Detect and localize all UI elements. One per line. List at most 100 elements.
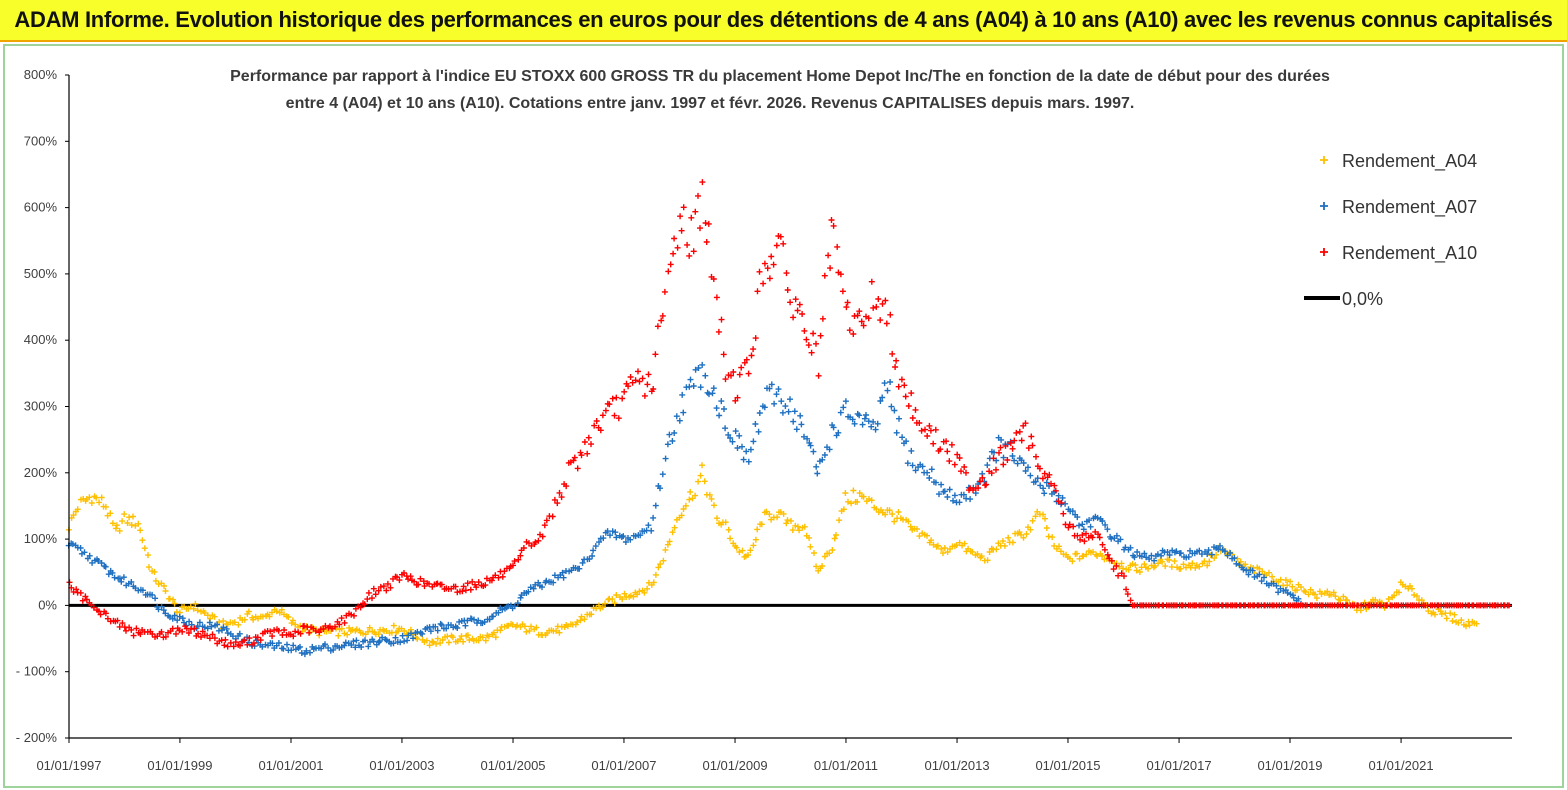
point-a04 xyxy=(1298,584,1304,591)
point-a04 xyxy=(1466,622,1473,629)
point-a04 xyxy=(135,520,142,527)
point-a04 xyxy=(266,613,273,620)
point-a10 xyxy=(473,584,480,591)
point-a04 xyxy=(784,517,791,524)
point-a07 xyxy=(1079,521,1086,528)
point-a10 xyxy=(930,440,937,447)
point-a04 xyxy=(1040,511,1046,518)
point-a04 xyxy=(151,568,158,575)
point-a04 xyxy=(891,518,898,525)
point-a07 xyxy=(174,617,181,624)
point-a07 xyxy=(352,644,359,651)
point-a07 xyxy=(686,383,693,390)
point-a04 xyxy=(928,537,935,544)
point-a07 xyxy=(118,578,125,585)
point-a10 xyxy=(854,312,861,319)
y-tick-label: 500% xyxy=(24,266,58,281)
point-a10 xyxy=(495,574,502,581)
point-a07 xyxy=(679,391,686,398)
point-a10 xyxy=(578,452,585,459)
point-a10 xyxy=(1016,428,1023,435)
point-a07 xyxy=(671,430,678,436)
point-a04 xyxy=(475,637,482,644)
point-a07 xyxy=(579,559,586,566)
point-a07 xyxy=(669,438,676,444)
point-a07 xyxy=(1261,574,1267,581)
point-a07 xyxy=(539,584,545,591)
point-a10 xyxy=(609,395,616,402)
point-a04 xyxy=(1056,543,1062,550)
point-a07 xyxy=(722,425,729,432)
point-a10 xyxy=(558,494,565,501)
point-a07 xyxy=(77,545,84,551)
point-a10 xyxy=(128,626,135,633)
point-a04 xyxy=(882,511,889,518)
point-a04 xyxy=(119,518,126,525)
point-a07 xyxy=(1043,479,1050,486)
point-a10 xyxy=(961,464,968,470)
point-a10 xyxy=(948,441,955,448)
point-a10 xyxy=(659,312,666,319)
point-a07 xyxy=(1245,571,1252,578)
point-a07 xyxy=(859,421,866,428)
point-a04 xyxy=(1177,565,1184,572)
point-a04 xyxy=(482,637,489,644)
point-a07 xyxy=(224,630,231,636)
legend: Rendement_A04 Rendement_A07 Rendement_A1… xyxy=(1288,130,1512,316)
point-a07 xyxy=(535,579,542,586)
point-a10 xyxy=(316,629,323,636)
point-a07 xyxy=(188,621,195,628)
point-a10 xyxy=(875,296,882,302)
point-a04 xyxy=(171,600,178,607)
point-a07 xyxy=(1273,582,1280,589)
point-a10 xyxy=(297,630,304,637)
point-a10 xyxy=(195,630,202,637)
point-a07 xyxy=(941,488,948,495)
point-a10 xyxy=(571,454,578,461)
point-a07 xyxy=(560,574,567,581)
point-a07 xyxy=(236,630,243,637)
point-a10 xyxy=(825,252,832,259)
point-a07 xyxy=(1127,544,1134,551)
point-a07 xyxy=(280,645,287,652)
point-a04 xyxy=(1277,576,1284,583)
point-a04 xyxy=(941,545,948,551)
y-tick-label: 600% xyxy=(24,200,58,215)
point-a07 xyxy=(659,471,666,478)
point-a10 xyxy=(520,545,527,551)
point-a10 xyxy=(199,628,206,635)
point-a04 xyxy=(1116,563,1123,570)
point-a10 xyxy=(943,438,950,445)
point-a04 xyxy=(1289,583,1296,590)
point-a07 xyxy=(713,405,720,412)
legend-box xyxy=(1288,130,1512,316)
point-a10 xyxy=(348,611,355,618)
point-a10 xyxy=(123,627,129,634)
point-a07 xyxy=(1290,594,1297,601)
point-a07 xyxy=(881,380,888,387)
point-a04 xyxy=(969,548,976,555)
point-a07 xyxy=(1173,548,1180,555)
point-a04 xyxy=(1340,593,1347,600)
point-a07 xyxy=(1032,478,1039,485)
point-a07 xyxy=(1034,475,1041,482)
point-a07 xyxy=(1185,553,1192,560)
point-a10 xyxy=(766,275,773,282)
point-a07 xyxy=(718,398,725,405)
point-a10 xyxy=(469,578,476,585)
point-a10 xyxy=(1036,465,1043,472)
point-a10 xyxy=(1007,440,1014,447)
point-a04 xyxy=(745,552,751,558)
point-a07 xyxy=(1295,595,1302,602)
point-a07 xyxy=(932,479,939,486)
point-a10 xyxy=(95,608,102,615)
y-tick-label: 700% xyxy=(24,133,58,148)
point-a07 xyxy=(176,613,183,620)
point-a07 xyxy=(98,560,105,566)
point-a10 xyxy=(736,371,743,378)
point-a10 xyxy=(674,244,681,251)
point-a04 xyxy=(526,627,533,634)
point-a10 xyxy=(1028,433,1035,440)
point-a04 xyxy=(819,563,826,569)
point-a04 xyxy=(695,478,702,485)
